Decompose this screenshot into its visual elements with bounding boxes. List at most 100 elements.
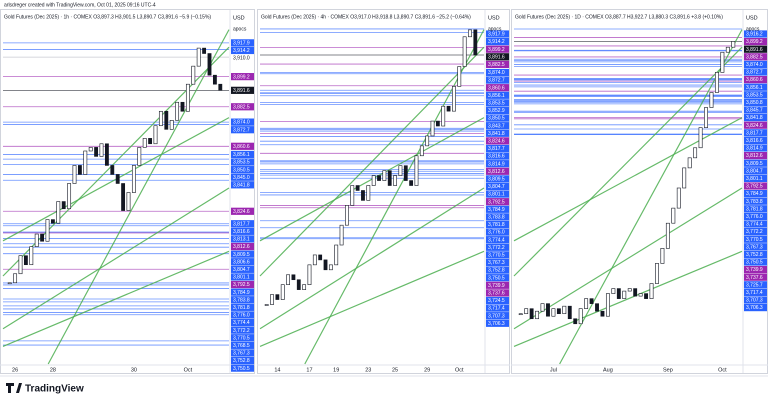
price-label-bg <box>486 236 509 244</box>
price-label-bg <box>231 46 254 55</box>
price-label: 3,812.6 <box>233 244 250 250</box>
price-label-bg <box>744 114 767 122</box>
candle <box>323 259 328 271</box>
price-label: 3,853.5 <box>488 101 505 107</box>
candle <box>671 207 676 224</box>
x-tick-label: 26 <box>12 367 18 373</box>
price-label-bg <box>744 76 767 84</box>
price-label: 3,856.1 <box>233 152 250 158</box>
candle <box>339 224 344 246</box>
price-label-bg <box>486 319 509 327</box>
candle <box>191 65 196 85</box>
price-label: 3,812.6 <box>488 169 505 175</box>
candle <box>611 288 616 294</box>
candle <box>29 246 34 266</box>
trend-line <box>259 46 485 277</box>
price-label: 3,776.0 <box>746 214 763 220</box>
price-label: 3,774.4 <box>233 320 250 326</box>
x-tick-label: 29 <box>424 367 430 373</box>
price-label: 3,882.5 <box>233 104 250 110</box>
price-label: 3,899.2 <box>746 39 763 45</box>
candle <box>67 183 72 210</box>
price-label-bg <box>486 304 509 312</box>
candle <box>676 187 681 209</box>
candle <box>452 86 456 112</box>
candle <box>551 308 556 317</box>
candle <box>430 120 435 137</box>
price-label-bg <box>744 250 767 258</box>
price-label: 3,860.6 <box>488 85 505 91</box>
candle <box>644 293 649 299</box>
price-label-bg <box>231 311 254 319</box>
x-tick-label: 25 <box>392 367 398 373</box>
price-label: 3,792.5 <box>488 199 505 205</box>
price-label: 3,770.5 <box>488 253 505 259</box>
candle <box>698 127 703 149</box>
x-tick-label: Sep <box>663 367 673 373</box>
price-label-bg <box>744 159 767 167</box>
price-label-bg <box>231 73 254 81</box>
price-label-bg <box>486 160 509 168</box>
trend-line <box>47 29 230 365</box>
price-label-bg <box>744 45 767 53</box>
price-label: 3,813.1 <box>233 237 250 243</box>
price-label: 3,752.8 <box>233 358 250 364</box>
price-label-bg <box>231 173 254 181</box>
price-label-bg <box>231 54 254 62</box>
price-label: 3,770.5 <box>233 335 250 341</box>
price-label: 3,739.9 <box>746 267 763 273</box>
candle <box>524 308 529 315</box>
price-label-bg <box>486 122 509 130</box>
candle <box>709 92 714 108</box>
price-label: 3,814.9 <box>746 146 763 152</box>
price-label: 3,853.5 <box>233 160 250 166</box>
candle <box>468 29 472 38</box>
candle <box>377 175 381 181</box>
panel-frame <box>257 9 510 374</box>
price-label: 3,914.2 <box>233 48 250 54</box>
candle <box>345 205 349 226</box>
price-label: 3,784.9 <box>233 290 250 296</box>
price-label: 3,801.1 <box>746 176 763 182</box>
candle <box>45 219 50 242</box>
candle <box>435 120 440 127</box>
candle <box>409 180 414 186</box>
candle <box>633 288 638 297</box>
price-label: 3,752.8 <box>488 268 505 274</box>
price-label-bg <box>231 39 254 47</box>
candle <box>328 264 333 271</box>
x-tick-label: Jul <box>550 367 557 373</box>
candle <box>584 298 589 309</box>
price-label: 3,910.0 <box>233 56 250 62</box>
price-label: 3,801.1 <box>233 275 250 281</box>
price-label-bg <box>486 91 509 99</box>
price-label: 3,841.8 <box>233 182 250 188</box>
candle <box>207 53 212 76</box>
price-label-bg <box>231 288 254 296</box>
candle <box>638 293 643 297</box>
chart-panel: 26 28 30 Oct 3,917.9 3,914.2 3,910.0 3,899.2 3,8… <box>0 9 255 374</box>
trend-line <box>304 29 485 365</box>
candle <box>387 170 392 186</box>
candle <box>121 183 126 211</box>
price-label-bg <box>486 266 509 274</box>
price-label: 3,882.5 <box>488 62 505 68</box>
trend-line <box>559 29 743 365</box>
candle <box>350 185 355 206</box>
price-label-bg <box>486 129 509 137</box>
price-label-bg <box>744 281 767 289</box>
candle <box>419 145 424 157</box>
price-label-bg <box>744 228 767 236</box>
price-label-bg <box>486 312 509 320</box>
price-label: 3,816.6 <box>488 154 505 160</box>
candle <box>725 46 730 53</box>
price-label: 3,750.5 <box>233 366 250 372</box>
price-label: 3,891.6 <box>488 54 505 60</box>
credit: arlsdreger created with TradingView.com,… <box>4 2 156 8</box>
price-label: 3,882.5 <box>746 54 763 60</box>
price-label: 3,770.5 <box>746 237 763 243</box>
price-label-bg <box>231 265 254 273</box>
price-label: 3,856.1 <box>746 85 763 91</box>
price-label: 3,850.5 <box>233 167 250 173</box>
